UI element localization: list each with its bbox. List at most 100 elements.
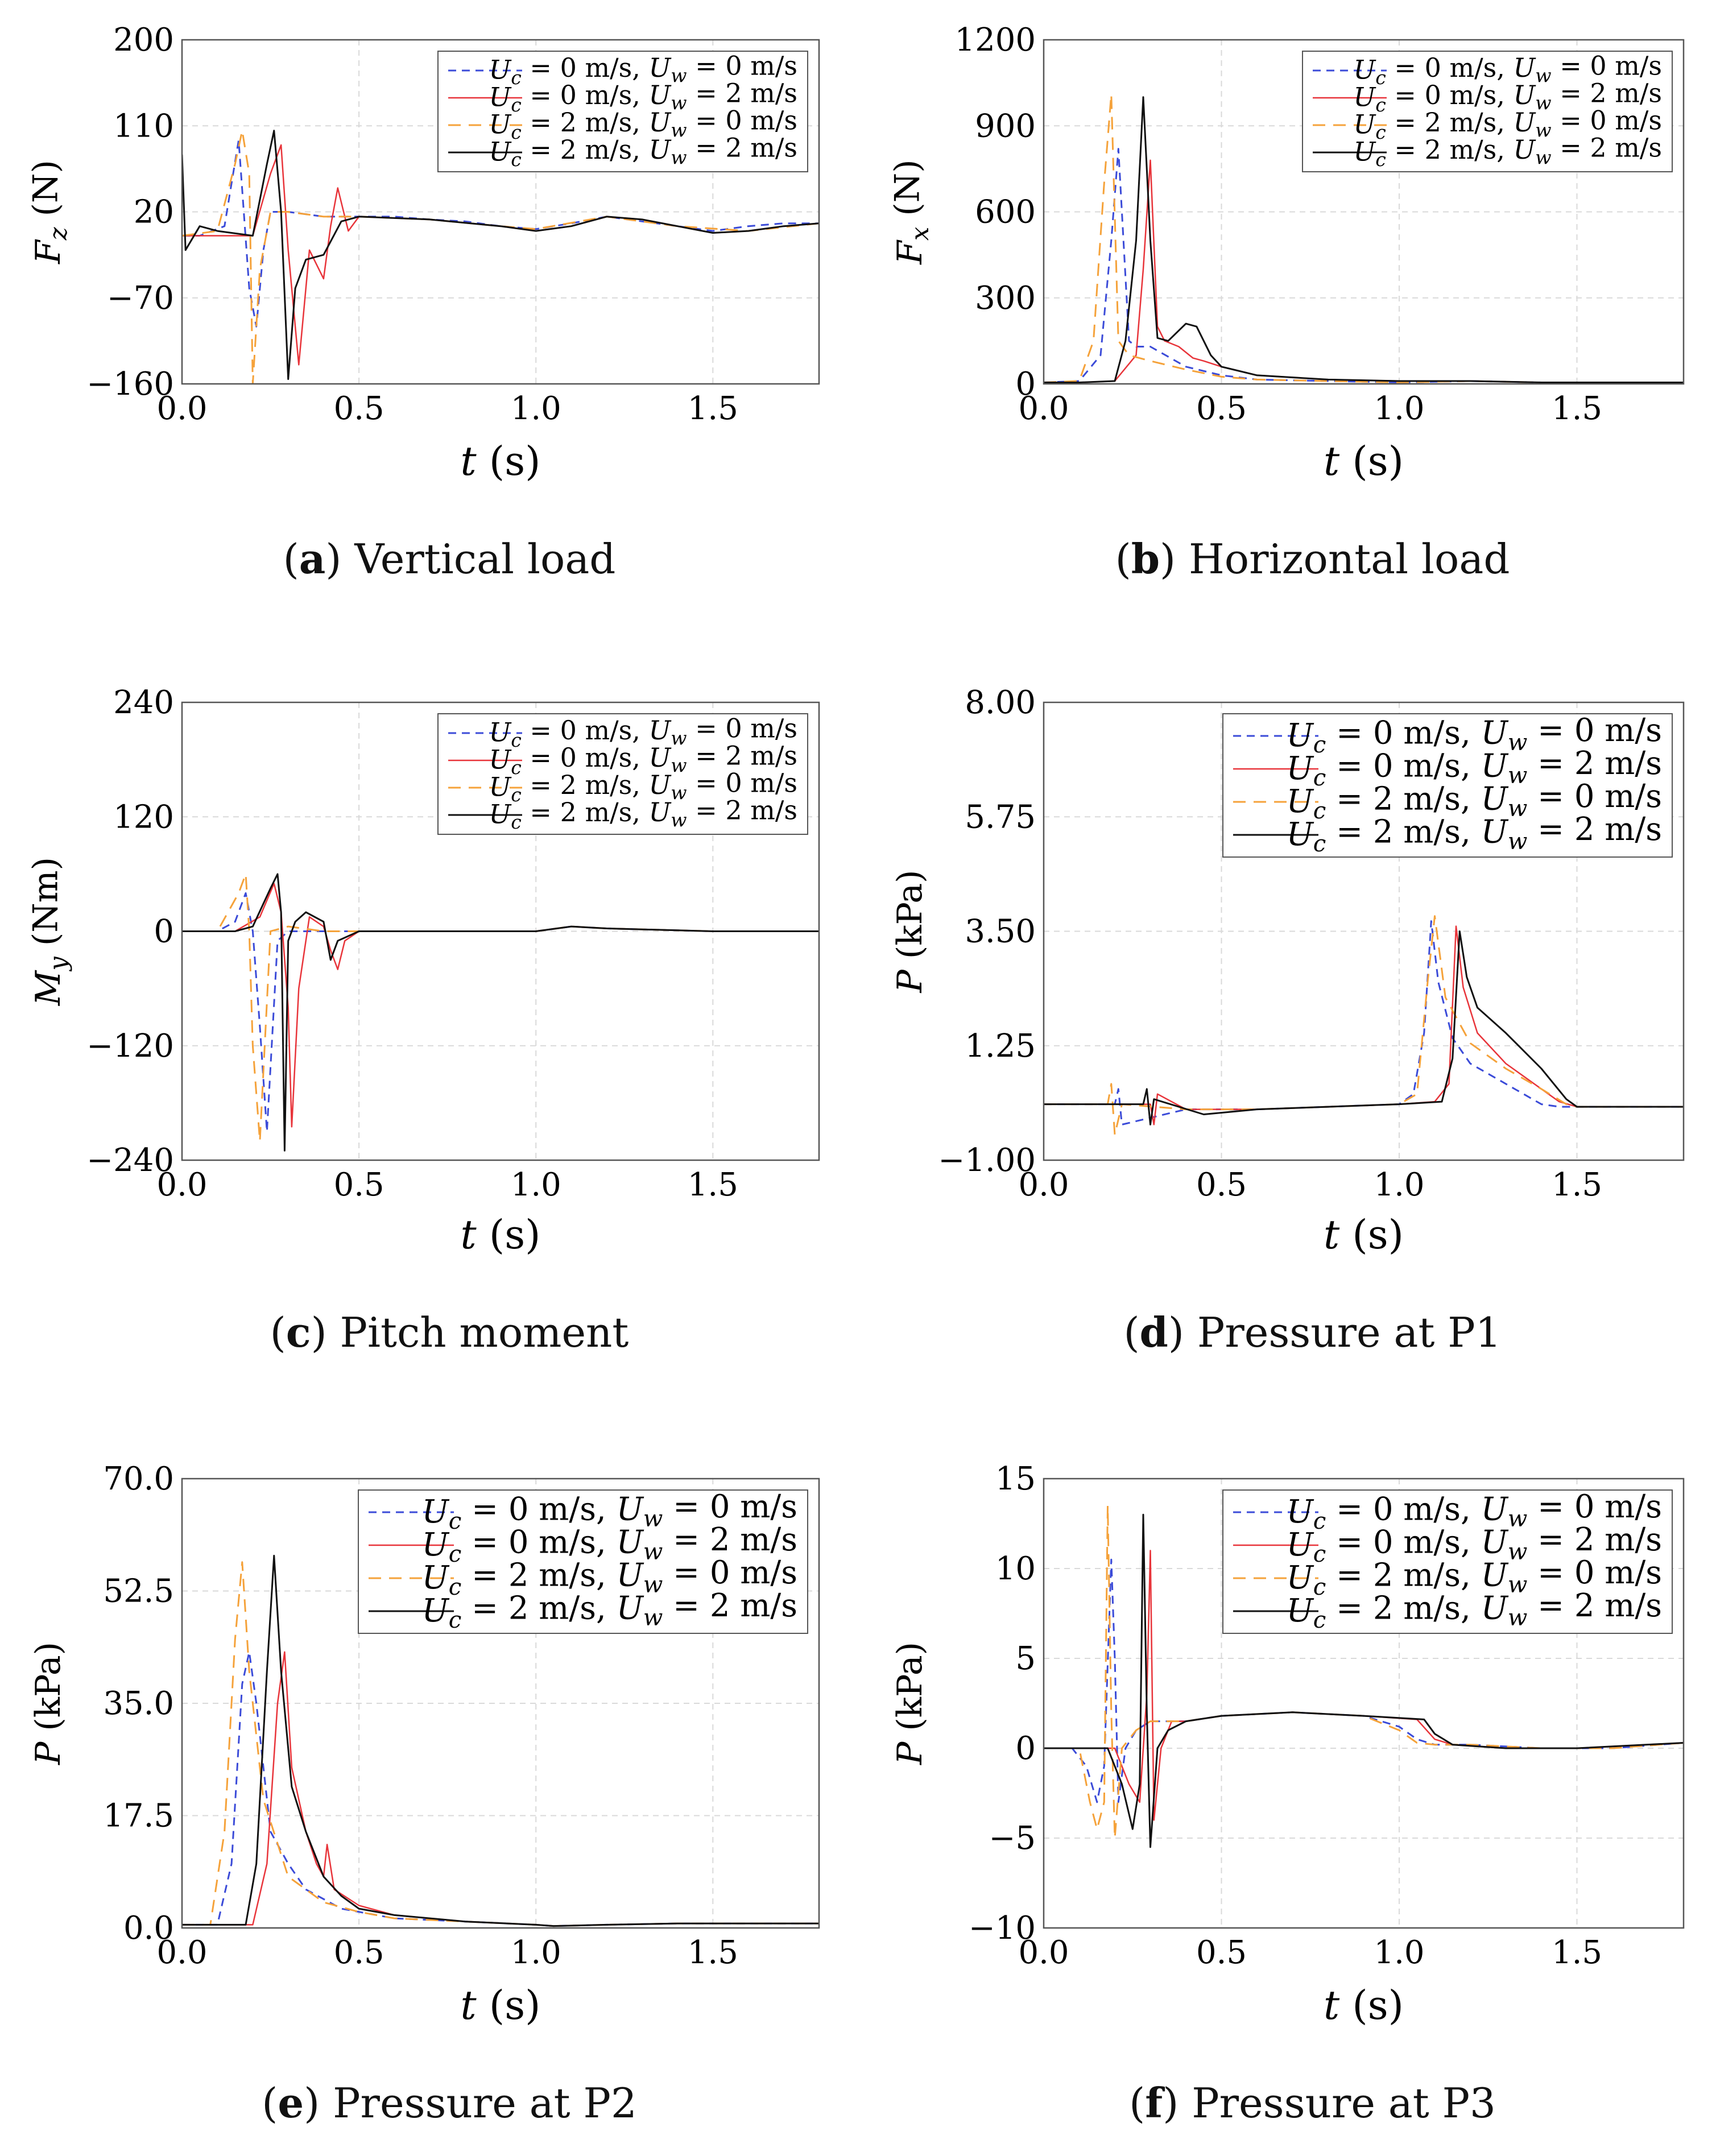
legend: Uc​ = 0 m/s, Uw​ = 0 m/sUc​ = 0 m/s, Uw​… xyxy=(1222,1488,1673,1634)
x-tick-label: 0.0 xyxy=(1018,390,1069,427)
caption-paren: ( xyxy=(1115,535,1131,583)
legend: Uc​ = 0 m/s, Uw​ = 0 m/sUc​ = 0 m/s, Uw​… xyxy=(1302,51,1673,172)
x-axis-label: t (s) xyxy=(1324,438,1404,485)
y-tick-label: 70.0 xyxy=(103,1460,174,1497)
x-tick-label: 1.0 xyxy=(1374,1166,1424,1203)
legend-label: Uc​ = 2 m/s, Uw​ = 0 m/s xyxy=(1353,105,1662,143)
y-tick-label: 1.25 xyxy=(965,1028,1036,1065)
y-tick-label: −70 xyxy=(107,280,174,317)
x-tick-label: 0.0 xyxy=(1018,1166,1069,1203)
legend-label: Uc​ = 0 m/s, Uw​ = 2 m/s xyxy=(1287,745,1662,791)
x-tick-label: 1.5 xyxy=(688,390,738,427)
y-tick-label: −160 xyxy=(86,366,174,403)
y-tick-label: −5 xyxy=(989,1820,1036,1857)
plot-frame xyxy=(181,1478,820,1929)
y-tick-label: 120 xyxy=(113,798,174,835)
series-line-s22 xyxy=(1044,1513,1684,1848)
caption-paren: ( xyxy=(1129,2079,1146,2127)
legend-label: Uc​ = 0 m/s, Uw​ = 0 m/s xyxy=(489,51,797,89)
legend: Uc​ = 0 m/s, Uw​ = 0 m/sUc​ = 0 m/s, Uw​… xyxy=(358,1488,808,1634)
x-tick-label: 0.5 xyxy=(334,1166,384,1203)
panel-caption: (a) Vertical load xyxy=(80,535,819,583)
legend-label: Uc​ = 0 m/s, Uw​ = 2 m/s xyxy=(422,1521,797,1567)
y-tick-label: −10 xyxy=(969,1910,1036,1947)
caption-letter: e xyxy=(278,2079,304,2127)
y-tick-label: 10 xyxy=(995,1550,1036,1587)
x-tick-label: 0.0 xyxy=(156,1934,207,1971)
x-axis-label: t (s) xyxy=(461,1211,541,1258)
legend-label: Uc​ = 2 m/s, Uw​ = 2 m/s xyxy=(1287,811,1662,857)
legend: Uc​ = 0 m/s, Uw​ = 0 m/sUc​ = 0 m/s, Uw​… xyxy=(1222,712,1673,858)
y-tick-label: 0 xyxy=(1015,366,1036,403)
y-tick-label: 5.75 xyxy=(965,798,1036,835)
panel-caption: (d) Pressure at P1 xyxy=(943,1308,1682,1356)
y-axis-label: Fx​ (N) xyxy=(887,159,935,264)
y-tick-label: −1.00 xyxy=(938,1142,1036,1179)
y-axis-label: Fz​ (N) xyxy=(26,160,73,264)
x-tick-label: 0.0 xyxy=(1018,1934,1069,1971)
plot-frame xyxy=(1043,39,1685,385)
x-tick-label: 1.0 xyxy=(511,1934,561,1971)
y-tick-label: −240 xyxy=(86,1142,174,1179)
series-line-s22 xyxy=(1044,930,1684,1125)
caption-text: ) Pressure at P3 xyxy=(1163,2079,1496,2127)
legend-label: Uc​ = 0 m/s, Uw​ = 0 m/s xyxy=(489,713,797,751)
y-tick-label: 35.0 xyxy=(103,1685,174,1722)
y-tick-label: 15 xyxy=(995,1460,1036,1497)
legend-label: Uc​ = 2 m/s, Uw​ = 0 m/s xyxy=(1287,1554,1662,1600)
legend-label: Uc​ = 2 m/s, Uw​ = 2 m/s xyxy=(1287,1587,1662,1633)
caption-letter: b xyxy=(1131,535,1160,583)
legend-label: Uc​ = 2 m/s, Uw​ = 0 m/s xyxy=(489,768,797,806)
panel-caption: (b) Horizontal load xyxy=(943,535,1682,583)
caption-paren: ( xyxy=(283,535,299,583)
y-axis-label: P (kPa) xyxy=(28,1642,68,1765)
legend-box xyxy=(1222,713,1673,858)
y-tick-label: 52.5 xyxy=(103,1573,174,1610)
plot-frame xyxy=(1043,1478,1685,1929)
legend-label: Uc​ = 2 m/s, Uw​ = 2 m/s xyxy=(489,795,797,833)
panel-caption: (e) Pressure at P2 xyxy=(80,2079,819,2127)
x-tick-label: 1.0 xyxy=(1374,1934,1424,1971)
legend-label: Uc​ = 0 m/s, Uw​ = 0 m/s xyxy=(1287,1488,1662,1534)
plot-frame xyxy=(181,39,820,385)
x-tick-label: 1.5 xyxy=(688,1934,738,1971)
caption-text: ) Horizontal load xyxy=(1160,535,1510,583)
series-line-s22 xyxy=(182,130,819,380)
y-axis-label: P (kPa) xyxy=(890,870,930,993)
y-tick-label: 0.0 xyxy=(123,1910,174,1947)
y-tick-label: 17.5 xyxy=(103,1798,174,1835)
x-tick-label: 1.0 xyxy=(511,1166,561,1203)
x-axis-label: t (s) xyxy=(1324,1982,1404,2029)
caption-paren: ( xyxy=(1123,1309,1140,1356)
legend: Uc​ = 0 m/s, Uw​ = 0 m/sUc​ = 0 m/s, Uw​… xyxy=(437,713,808,835)
legend-label: Uc​ = 0 m/s, Uw​ = 2 m/s xyxy=(489,740,797,779)
x-tick-label: 0.5 xyxy=(1196,1934,1247,1971)
x-axis-label: t (s) xyxy=(461,1982,541,2029)
series-line-s22 xyxy=(1044,96,1684,383)
y-tick-label: 20 xyxy=(134,194,174,231)
caption-paren: ( xyxy=(262,2079,278,2127)
legend-box xyxy=(1222,1489,1673,1634)
x-tick-label: 0.0 xyxy=(156,390,207,427)
x-tick-label: 1.5 xyxy=(1552,1166,1602,1203)
y-tick-label: 600 xyxy=(975,194,1036,231)
caption-letter: d xyxy=(1139,1308,1168,1356)
y-tick-label: 900 xyxy=(975,107,1036,144)
x-tick-label: 1.0 xyxy=(1374,390,1424,427)
series-line-s00 xyxy=(1044,148,1684,383)
legend-label: Uc​ = 0 m/s, Uw​ = 0 m/s xyxy=(422,1488,797,1534)
x-tick-label: 1.5 xyxy=(1552,1934,1602,1971)
legend-label: Uc​ = 0 m/s, Uw​ = 0 m/s xyxy=(1353,51,1662,89)
series-line-s20 xyxy=(1044,915,1684,1136)
y-axis-label: My​ (Nm) xyxy=(26,857,73,1006)
x-tick-label: 1.0 xyxy=(511,390,561,427)
x-tick-label: 0.5 xyxy=(334,1934,384,1971)
y-tick-label: −120 xyxy=(86,1028,174,1065)
caption-text: ) Pressure at P1 xyxy=(1168,1309,1502,1356)
series-line-s00 xyxy=(1044,920,1684,1125)
